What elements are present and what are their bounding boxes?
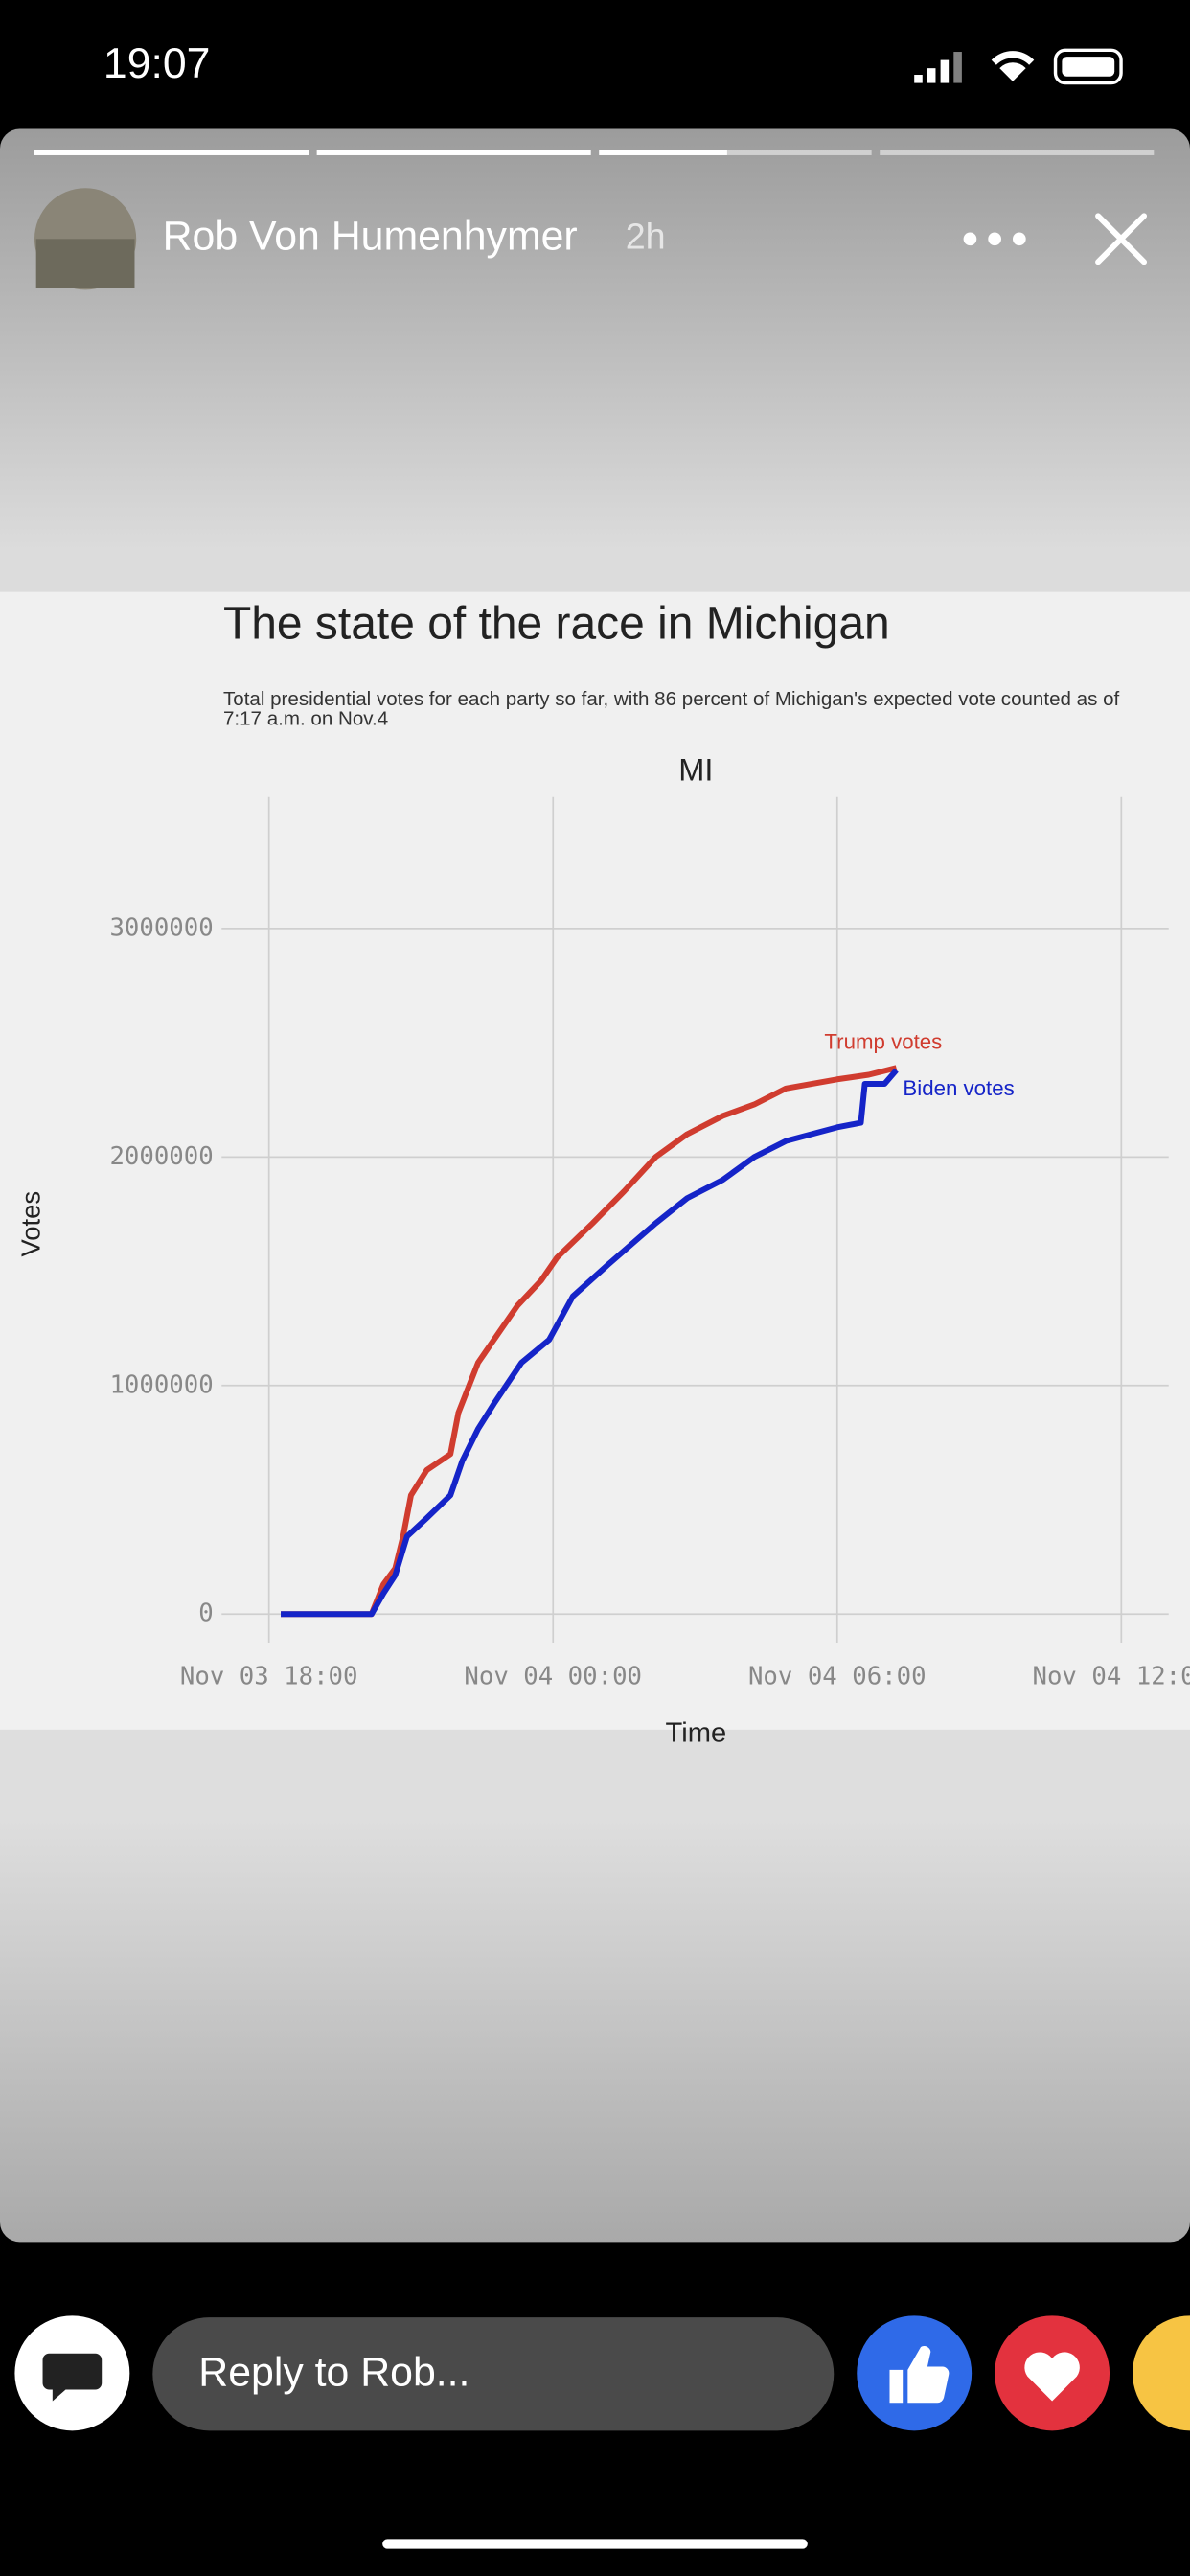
y-tick-label: 0 (198, 1599, 213, 1628)
x-tick-label: Nov 04 06:00 (748, 1663, 927, 1691)
story-age: 2h (626, 216, 666, 256)
progress-bars (34, 150, 1155, 155)
like-icon (889, 2346, 950, 2404)
story-user[interactable]: Rob Von Humenhymer (163, 214, 578, 260)
avatar (34, 188, 137, 290)
love-icon (1024, 2352, 1080, 2402)
x-axis-label: Time (666, 1718, 727, 1749)
reply-placeholder: Reply to Rob... (198, 2349, 469, 2395)
chart-subtitle: Total presidential votes for each party … (222, 688, 1120, 730)
reply-input[interactable] (152, 2317, 835, 2431)
x-tick-label: Nov 04 00:00 (464, 1663, 642, 1691)
series-line (281, 1068, 899, 1618)
care-button[interactable] (1133, 2315, 1190, 2431)
y-tick-label: 2000000 (109, 1142, 213, 1171)
series-line (281, 1065, 898, 1618)
panel-label: MI (678, 753, 713, 788)
series-label: Biden votes (903, 1076, 1014, 1100)
chart-panel (0, 591, 1190, 1730)
bottom-bar: Reply to Rob... (14, 2315, 1190, 2549)
chart-subtitle-box: Total presidential votes for each party … (222, 688, 1120, 730)
chart-title: The state of the race in Michigan (223, 598, 890, 649)
message-icon (42, 2353, 103, 2402)
x-tick-label: Nov 03 18:00 (180, 1663, 358, 1691)
more-button[interactable] (963, 232, 1026, 246)
y-axis-label: Votes (15, 1191, 45, 1257)
home-indicator (382, 2539, 808, 2549)
status-icons (914, 48, 1123, 85)
series-label: Trump votes (824, 1030, 942, 1054)
x-tick-label: Nov 04 12:00 (1033, 1663, 1190, 1691)
status-time: 19:07 (103, 40, 210, 87)
y-tick-label: 1000000 (109, 1370, 213, 1399)
close-button[interactable] (1095, 213, 1148, 265)
y-tick-label: 3000000 (109, 913, 213, 942)
